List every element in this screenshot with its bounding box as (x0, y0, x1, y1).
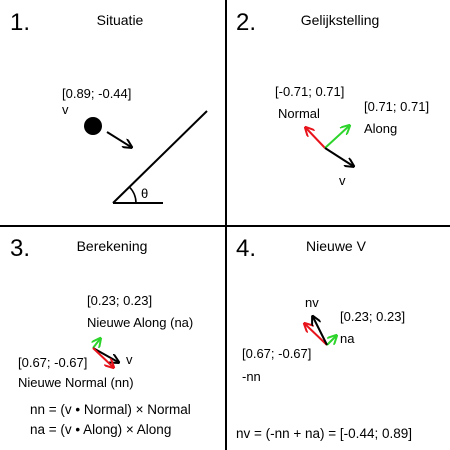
panel-3-berekening: 3. Berekening [0.23; 0.23] Nieuwe Along … (10, 235, 193, 437)
panel-4-na-name: na (340, 331, 355, 346)
panel-3-normal-name: Nieuwe Normal (nn) (18, 375, 134, 390)
panel-4-nn-value: [0.67; -0.67] (242, 346, 311, 361)
panel-2-along-value: [0.71; 0.71] (364, 99, 429, 114)
panel-1-title: Situatie (97, 12, 144, 28)
panel-3-along-name: Nieuwe Along (na) (87, 315, 193, 330)
panel-3-velocity-name: v (126, 352, 133, 367)
panel-4-na-value: [0.23; 0.23] (340, 309, 405, 324)
panel-3-title: Berekening (77, 238, 148, 254)
panel-2-normal-name: Normal (278, 106, 320, 121)
panel-3-normal-value: [0.67; -0.67] (18, 355, 87, 370)
angle-arc (128, 186, 137, 204)
panel-2-along-arrow (324, 126, 349, 149)
panel-4-na-arrow (326, 336, 336, 346)
ball (84, 117, 102, 135)
panel-1-situatie: 1. Situatie [0.89; -0.44] v θ (10, 9, 208, 204)
panel-2-number: 2. (236, 9, 256, 36)
formula-nn: nn = (v • Normal) × Normal (30, 402, 191, 417)
formula-na: na = (v • Along) × Along (30, 422, 171, 437)
panel-1-number: 1. (10, 9, 30, 36)
panel-4-nn-name: -nn (242, 369, 261, 384)
panel-1-velocity-name: v (62, 102, 69, 117)
panel-2-velocity-arrow (324, 147, 353, 166)
angle-symbol: θ (141, 186, 148, 201)
panel-3-normal-arrow (92, 347, 113, 367)
panel-2-along-name: Along (364, 121, 397, 136)
panel-1-velocity-value: [0.89; -0.44] (62, 86, 131, 101)
panel-2-normal-arrow (306, 128, 326, 149)
slope-line (112, 110, 208, 204)
panel-4-nn-arrow (305, 324, 328, 346)
panel-4-number: 4. (236, 235, 256, 262)
panel-4-title: Nieuwe V (306, 238, 367, 254)
panel-4-nv-name: nv (305, 295, 319, 310)
panel-4-nieuwe-v: 4. Nieuwe V nv [0.23; 0.23] na [0.67; -0… (236, 235, 412, 441)
panel-3-along-arrow (93, 339, 100, 349)
panel-3-number: 3. (10, 235, 30, 262)
panel-3-along-value: [0.23; 0.23] (87, 293, 152, 308)
panel-2-normal-value: [-0.71; 0.71] (275, 84, 344, 99)
velocity-arrow (106, 131, 131, 147)
panel-4-nv-arrow (313, 317, 328, 346)
panel-2-velocity-name: v (339, 173, 346, 188)
formula-nv: nv = (-nn + na) = [-0.44; 0.89] (236, 426, 412, 441)
panel-2-gelijkstelling: 2. Gelijkstelling [-0.71; 0.71] Normal [… (236, 9, 429, 188)
panel-2-title: Gelijkstelling (301, 12, 380, 28)
